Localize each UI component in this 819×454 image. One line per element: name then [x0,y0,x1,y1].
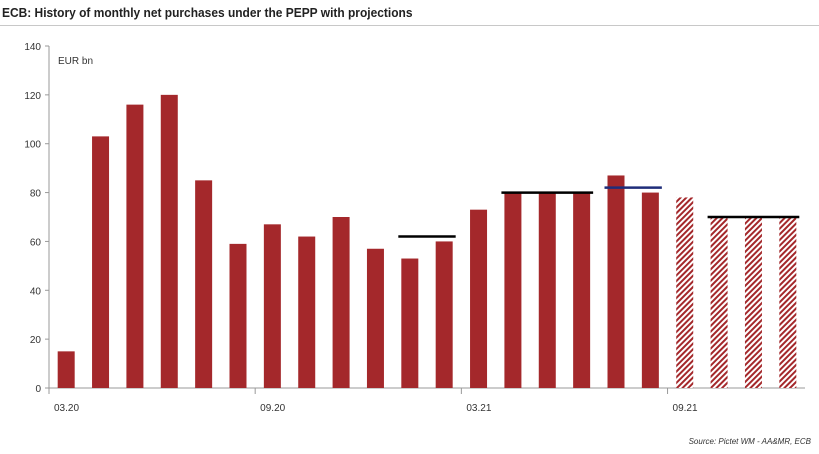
y-tick-label: 140 [24,42,41,53]
projection-bar [779,217,797,388]
bar [160,94,178,388]
bar [298,236,316,388]
chart-title: ECB: History of monthly net purchases un… [2,5,413,20]
bar [229,243,247,388]
bar [332,217,350,388]
projection-bar [710,217,728,388]
bar [641,192,659,388]
title-divider [0,25,819,26]
bar [126,104,144,388]
bar [195,180,213,388]
bar [263,224,281,388]
y-tick-label: 20 [30,335,42,346]
bar [366,248,384,388]
bar [573,192,591,388]
bar [401,258,419,388]
bar [92,136,110,388]
projection-bar [744,217,762,388]
y-tick-label: 60 [30,237,42,248]
y-axis: 0 20 40 60 80 100 120 140 [24,42,50,395]
x-tick-label: 09.20 [260,403,285,414]
bars [57,94,797,388]
x-tick-label: 09.21 [673,403,698,414]
bar [504,192,522,388]
bar [57,351,75,388]
source-note: Source: Pictet WM - AA&MR, ECB [688,437,811,446]
bar [607,175,625,388]
reference-lines [398,186,800,238]
bar [538,192,556,388]
bar [470,209,488,388]
x-tick-label: 03.20 [54,403,79,414]
x-axis: 03.20 09.20 03.21 09.21 [48,387,805,414]
y-tick-label: 100 [24,140,41,151]
bar [435,241,453,388]
x-tick-label: 03.21 [466,403,491,414]
y-tick-label: 40 [30,286,42,297]
projection-bar [676,197,694,388]
y-tick-label: 120 [24,91,41,102]
y-axis-unit-label: EUR bn [58,56,93,67]
y-tick-label: 0 [35,384,41,395]
y-tick-label: 80 [30,189,42,200]
